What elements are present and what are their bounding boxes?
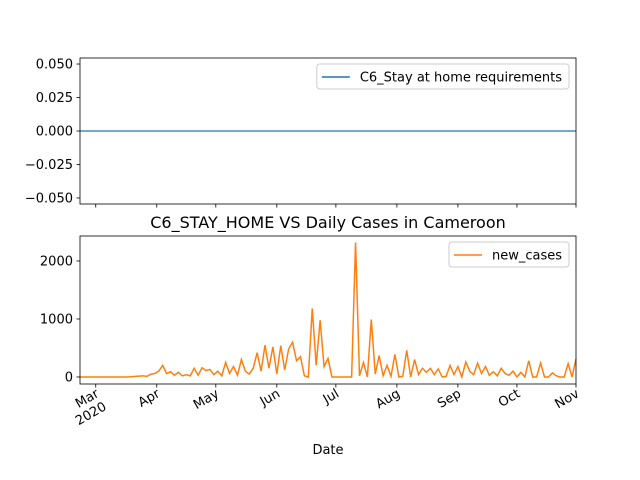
legend-label: C6_Stay at home requirements: [360, 71, 562, 86]
y-tick-label: 0.000: [36, 125, 73, 140]
chart-title: C6_STAY_HOME VS Daily Cases in Cameroon: [150, 213, 506, 233]
y-tick-label: 0.025: [36, 91, 73, 106]
x-tick-label: Apr: [136, 386, 164, 411]
x-tick-label: Mar2020: [66, 386, 110, 429]
legend-label: new_cases: [492, 249, 562, 264]
y-tick-label: 0.050: [36, 58, 73, 73]
axes-frame: [79, 57, 577, 205]
x-axis-label: Date: [312, 443, 343, 458]
y-tick-label: 2000: [40, 254, 73, 269]
data-line: [80, 242, 576, 377]
axes-frame: [79, 235, 577, 385]
y-tick-label: 1000: [40, 312, 73, 327]
y-tick-label: −0.025: [25, 158, 73, 173]
x-tick-label: Jul: [320, 386, 342, 407]
legend-box: [316, 63, 570, 90]
y-tick-label: 0: [65, 370, 73, 385]
x-tick-label: Jun: [257, 386, 283, 410]
x-tick-label: Sep: [435, 386, 464, 411]
x-tick-label: Nov: [553, 386, 583, 412]
x-tick-label: Aug: [373, 386, 402, 412]
x-tick-label: May: [191, 386, 222, 413]
x-tick-label: Oct: [496, 386, 523, 410]
y-tick-label: −0.050: [25, 191, 73, 206]
legend-box: [448, 241, 570, 268]
